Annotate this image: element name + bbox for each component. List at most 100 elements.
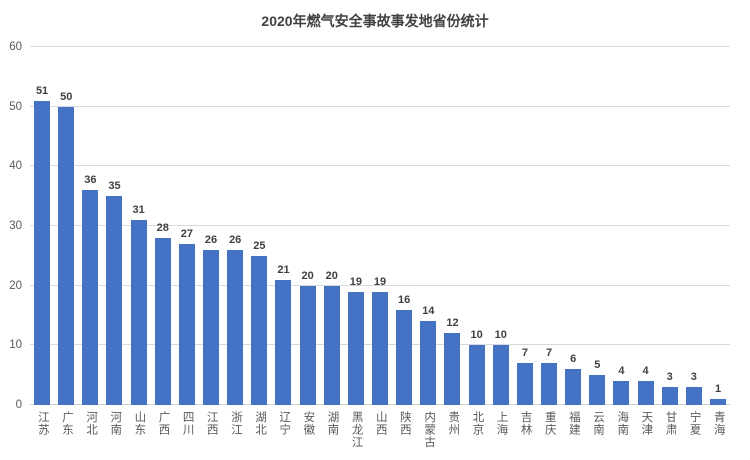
bar-group: 5 云南 — [585, 47, 609, 436]
bar — [637, 381, 654, 405]
bar-group: 25 湖北 — [247, 47, 271, 436]
x-axis-label: 江西 — [205, 411, 218, 436]
bar-value-label: 10 — [470, 329, 483, 342]
bar-group: 1 青海 — [706, 47, 730, 436]
gridline — [30, 105, 730, 107]
bar — [130, 220, 147, 405]
bar-value-label: 10 — [494, 329, 507, 342]
bar — [565, 369, 582, 405]
bar — [661, 387, 678, 405]
bar-group: 31 山东 — [127, 47, 151, 436]
x-axis-label: 江苏 — [36, 411, 49, 436]
bar — [372, 291, 389, 405]
bars-layer: 51 江苏 50 广东 36 河北 35 河南 31 山东 28 广西 27 四川 26 江西 26 浙江 25 湖北… — [30, 47, 730, 449]
y-tick-label: 50 — [9, 100, 22, 113]
bar-group: 20 安徽 — [296, 47, 320, 436]
bar-value-label: 25 — [253, 239, 266, 252]
bar — [154, 237, 171, 405]
bar — [444, 333, 461, 405]
bar-value-label: 36 — [84, 174, 97, 187]
x-axis-label: 海南 — [616, 411, 629, 436]
gridline — [30, 46, 730, 47]
y-tick-label: 30 — [9, 220, 22, 232]
bar — [468, 345, 485, 405]
bar — [492, 345, 509, 405]
gridline — [30, 284, 730, 286]
bar-value-label: 19 — [373, 275, 387, 288]
bar-group: 3 甘肃 — [658, 47, 682, 436]
bar-group: 4 天津 — [634, 47, 658, 436]
bar-value-label: 3 — [666, 371, 673, 384]
bar — [106, 196, 123, 405]
y-tick-label: 0 — [15, 399, 22, 411]
bar-value-label: 1 — [714, 383, 722, 396]
x-axis-label: 山西 — [374, 411, 387, 436]
y-tick-label: 20 — [9, 279, 22, 292]
x-axis-label: 山东 — [133, 411, 146, 436]
bar-value-label: 51 — [35, 84, 49, 97]
bar-value-label: 26 — [204, 233, 218, 246]
x-axis-label: 四川 — [181, 411, 194, 436]
x-axis-label: 湖北 — [254, 411, 267, 436]
bar-value-label: 5 — [594, 359, 601, 372]
bar — [203, 249, 220, 405]
bar — [323, 285, 340, 405]
bar-group: 21 辽宁 — [271, 47, 295, 436]
bar-value-label: 20 — [301, 269, 314, 282]
x-axis-label: 上海 — [495, 411, 508, 436]
x-axis-label: 青海 — [712, 411, 725, 436]
bar-group: 27 四川 — [175, 47, 199, 436]
bar-group: 26 浙江 — [223, 47, 247, 436]
bar — [82, 190, 99, 405]
y-tick-label: 10 — [9, 339, 22, 352]
x-axis-label: 内蒙古 — [423, 411, 436, 449]
x-axis-label: 浙江 — [229, 411, 242, 436]
bar-value-label: 31 — [132, 204, 145, 217]
bar-group: 26 江西 — [199, 47, 223, 436]
x-axis-label: 贵州 — [447, 411, 460, 436]
bar-value-label: 7 — [521, 347, 528, 360]
bar-group: 12 贵州 — [440, 47, 464, 436]
bar-value-label: 28 — [156, 221, 169, 234]
bar — [178, 243, 195, 405]
plot-area: 0 10 20 30 40 50 60 51 江苏 50 广东 36 河北 35 河南 31 山东 28 广西 27… — [9, 41, 730, 449]
bar-group: 20 湖南 — [320, 47, 344, 436]
bar-value-label: 50 — [60, 90, 73, 103]
bar — [420, 321, 437, 405]
bar-value-label: 35 — [108, 180, 121, 193]
bar-value-label: 21 — [277, 263, 290, 276]
bar — [227, 249, 244, 405]
bar-group: 50 广东 — [54, 47, 78, 436]
bar-group: 10 北京 — [465, 47, 489, 436]
bar-group: 14 内蒙古 — [416, 47, 440, 449]
x-axis-label: 广西 — [157, 411, 170, 436]
bar-value-label: 14 — [422, 305, 435, 318]
bar — [516, 363, 533, 405]
y-tick-label: 60 — [9, 41, 22, 53]
x-axis-label: 云南 — [592, 411, 605, 436]
x-axis-label: 重庆 — [543, 411, 556, 436]
bar — [58, 106, 75, 405]
bar-group: 10 上海 — [489, 47, 513, 436]
bar-group: 19 黑龙江 — [344, 47, 368, 449]
bar-value-label: 4 — [642, 365, 649, 378]
bar — [251, 255, 268, 405]
bar-value-label: 20 — [325, 269, 338, 282]
x-axis-label: 北京 — [471, 411, 484, 436]
x-axis-label: 吉林 — [519, 411, 532, 436]
x-axis-label: 河北 — [85, 411, 98, 436]
bar-group: 35 河南 — [102, 47, 126, 436]
x-axis-label: 甘肃 — [664, 411, 677, 436]
bar-value-label: 26 — [229, 233, 242, 246]
x-axis-label: 陕西 — [398, 411, 411, 436]
bar — [589, 375, 606, 405]
chart-title: 2020年燃气安全事故事发地省份统计 — [261, 13, 489, 29]
bar-group: 36 河北 — [78, 47, 102, 436]
bar — [710, 399, 726, 405]
x-axis-label: 广东 — [60, 411, 73, 436]
bar-value-label: 7 — [545, 347, 553, 360]
x-axis-label: 辽宁 — [278, 411, 291, 436]
bar-group: 4 海南 — [609, 47, 633, 436]
bar — [347, 291, 364, 405]
bar — [275, 279, 292, 405]
